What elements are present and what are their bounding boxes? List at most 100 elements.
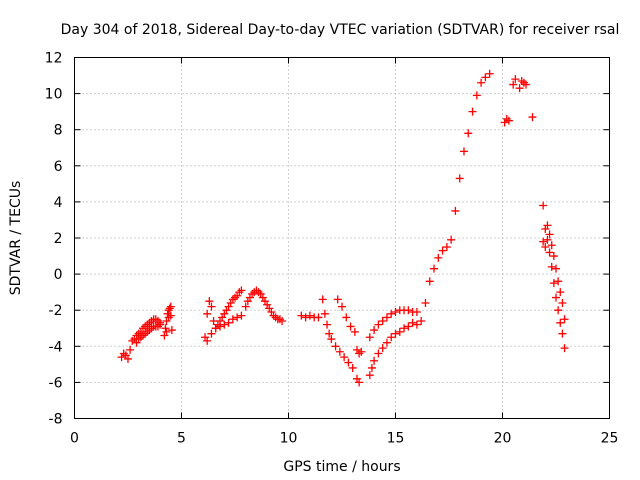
data-point	[145, 326, 154, 335]
data-point	[201, 333, 210, 342]
data-point	[378, 344, 387, 353]
data-point	[485, 69, 494, 78]
data-point	[331, 342, 340, 351]
series-segment-3	[160, 302, 176, 340]
data-point	[228, 295, 237, 304]
data-point	[352, 374, 361, 383]
data-point	[382, 313, 391, 322]
data-point	[455, 174, 464, 183]
data-point	[447, 235, 456, 244]
data-point	[228, 315, 237, 324]
data-point	[374, 349, 383, 358]
data-point	[248, 289, 257, 298]
data-point	[222, 306, 231, 315]
data-point	[220, 320, 229, 329]
data-point	[350, 327, 359, 336]
data-point	[370, 356, 379, 365]
data-point	[327, 335, 336, 344]
data-point	[517, 76, 526, 85]
data-point	[333, 295, 342, 304]
data-point	[235, 288, 244, 297]
x-tick-label: 20	[494, 431, 512, 447]
data-point	[348, 363, 357, 372]
data-point	[342, 313, 351, 322]
data-point	[138, 331, 147, 340]
data-point	[161, 324, 170, 333]
data-point	[267, 308, 276, 317]
data-point	[365, 371, 374, 380]
data-point	[387, 309, 396, 318]
data-point	[370, 326, 379, 335]
series-segment-6	[241, 286, 287, 326]
y-axis-label: SDTVAR / TECUs	[8, 181, 24, 296]
data-point	[404, 306, 413, 315]
data-point	[477, 78, 486, 87]
y-tick-label: -8	[49, 412, 63, 428]
data-point	[153, 322, 162, 331]
data-point	[162, 317, 171, 326]
data-point	[434, 253, 443, 262]
data-point	[549, 279, 558, 288]
data-point	[167, 326, 176, 335]
series-segment-5	[203, 311, 246, 345]
data-point	[421, 298, 430, 307]
data-point	[138, 324, 147, 333]
y-tick-label: 8	[54, 123, 63, 139]
data-point	[545, 230, 554, 239]
data-point	[481, 73, 490, 82]
data-point	[554, 306, 563, 315]
y-tick-label: 0	[54, 267, 63, 283]
data-point	[205, 297, 214, 306]
data-point	[395, 327, 404, 336]
data-point	[164, 306, 173, 315]
data-point	[162, 327, 171, 336]
grid-lines	[74, 57, 610, 419]
data-point	[417, 317, 426, 326]
data-point	[263, 300, 272, 309]
data-point	[391, 308, 400, 317]
data-point	[271, 313, 280, 322]
data-point	[541, 243, 550, 252]
data-point	[344, 358, 353, 367]
series-segment-8	[318, 295, 364, 387]
data-point	[203, 336, 212, 345]
data-point	[400, 324, 409, 333]
data-point	[558, 329, 567, 338]
data-point	[143, 320, 152, 329]
data-point	[338, 302, 346, 311]
data-point	[323, 320, 332, 329]
data-point	[151, 315, 160, 324]
data-point	[211, 324, 220, 333]
data-point	[558, 298, 567, 307]
y-tick-label: 4	[54, 195, 63, 211]
data-point	[128, 336, 137, 345]
data-point	[132, 338, 141, 347]
data-point	[459, 147, 468, 156]
data-point	[233, 291, 242, 300]
x-tick-label: 25	[601, 431, 619, 447]
data-point	[318, 295, 327, 304]
data-point	[547, 241, 556, 250]
data-point	[438, 246, 447, 255]
data-point	[408, 318, 417, 327]
y-tick-label: 10	[45, 87, 63, 103]
x-tick-label: 0	[70, 431, 79, 447]
data-point	[378, 317, 387, 326]
chart-title: Day 304 of 2018, Sidereal Day-to-day VTE…	[61, 22, 620, 38]
data-point	[241, 302, 250, 311]
data-point	[252, 286, 261, 295]
tick-labels: 0 5 10 15 20 25 -8 -6 -4 -2 0 2 4 6 8 10 12	[45, 51, 619, 447]
data-point	[509, 80, 518, 89]
data-point	[355, 349, 364, 358]
data-point	[260, 297, 269, 306]
data-point	[519, 78, 528, 87]
data-point	[340, 353, 349, 362]
data-point	[425, 277, 434, 286]
data-point	[335, 347, 344, 356]
series-segment-4	[201, 286, 246, 342]
data-point	[245, 293, 254, 302]
data-point	[355, 378, 364, 387]
y-tick-label: 2	[54, 231, 63, 247]
data-point	[134, 335, 143, 344]
